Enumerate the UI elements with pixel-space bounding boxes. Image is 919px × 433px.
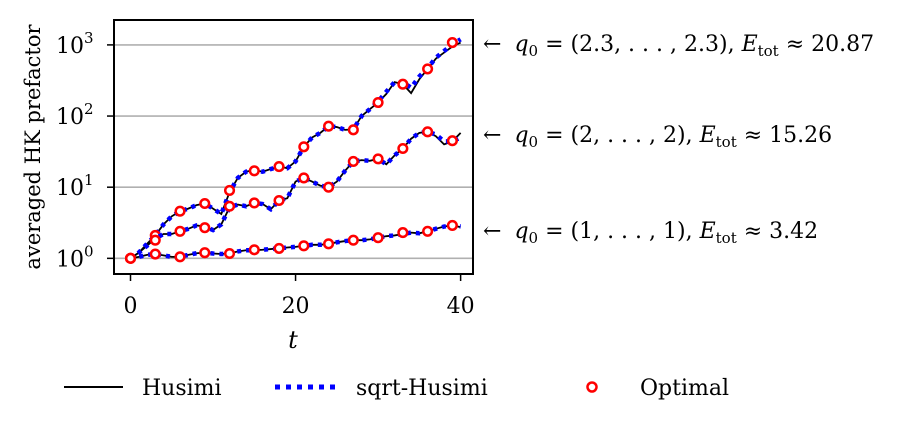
gridlines xyxy=(114,44,473,260)
optimal-point xyxy=(298,240,310,252)
optimal-point xyxy=(347,234,359,246)
optimal-point xyxy=(372,153,384,165)
series-layer xyxy=(124,36,462,264)
optimal-point xyxy=(397,142,409,155)
annotations: ← q0 = (2.3, . . . , 2.3), Etot ≈ 20.87 … xyxy=(483,32,874,247)
optimal-point xyxy=(323,120,335,132)
optimal-point xyxy=(372,96,384,109)
sqrt-husimi-line xyxy=(130,223,461,261)
optimal-point xyxy=(223,184,236,197)
x-tick-label: 0 xyxy=(124,294,138,319)
curve-group-1 xyxy=(124,126,462,264)
optimal-point xyxy=(124,252,137,264)
optimal-point xyxy=(174,205,186,217)
optimal-point xyxy=(174,225,186,237)
optimal-point xyxy=(323,181,335,193)
optimal-point xyxy=(273,161,285,173)
optimal-point xyxy=(298,141,310,153)
optimal-point xyxy=(199,222,211,234)
y-tick-label: 102 xyxy=(56,100,94,130)
y-tick-label: 101 xyxy=(56,171,94,201)
annotation-arrow: ← xyxy=(483,123,501,148)
optimal-point xyxy=(397,78,409,90)
optimal-point xyxy=(422,225,434,237)
optimal-point xyxy=(422,63,434,75)
optimal-point xyxy=(372,232,384,244)
optimal-point xyxy=(446,135,458,147)
x-tick-label: 20 xyxy=(282,294,310,319)
annotation-low-energy: ← q0 = (1, . . . , 1), Etot ≈ 3.42 xyxy=(483,219,818,247)
optimal-point xyxy=(248,197,260,209)
legend-sqrt-husimi-label: sqrt-Husimi xyxy=(356,376,488,401)
optimal-point xyxy=(223,200,236,212)
husimi-line xyxy=(130,130,462,260)
curve-group-0 xyxy=(124,36,462,264)
optimal-point xyxy=(323,238,335,250)
annotation-arrow: ← xyxy=(483,32,501,57)
optimal-point xyxy=(174,251,186,263)
sqrt-husimi-line xyxy=(129,129,462,261)
legend-optimal-marker xyxy=(586,381,598,393)
optimal-point xyxy=(149,248,161,260)
curve-group-2 xyxy=(124,219,461,264)
annotation-high-energy: ← q0 = (2.3, . . . , 2.3), Etot ≈ 20.87 xyxy=(483,32,874,60)
optimal-point xyxy=(248,165,260,177)
x-axis-label: t xyxy=(288,326,298,354)
sqrt-husimi-line xyxy=(129,37,462,261)
optimal-point xyxy=(298,172,310,184)
optimal-point xyxy=(199,197,211,210)
optimal-point xyxy=(273,242,285,254)
optimal-point xyxy=(248,244,260,256)
y-axis-label: averaged HK prefactor xyxy=(21,23,45,269)
legend-husimi-label: Husimi xyxy=(142,376,222,401)
legend: Husimi sqrt-Husimi Optimal xyxy=(64,376,729,401)
axis-ticks: 0 20 40 100 101 102 103 xyxy=(56,29,475,319)
annotation-mid-energy: ← q0 = (2, . . . , 2), Etot ≈ 15.26 xyxy=(483,123,832,151)
x-tick-label: 40 xyxy=(447,294,475,319)
optimal-point xyxy=(446,36,458,49)
optimal-point xyxy=(446,219,458,231)
legend-optimal-label: Optimal xyxy=(640,376,729,401)
plot-frame xyxy=(113,19,474,275)
optimal-point xyxy=(199,247,211,259)
y-tick-label: 103 xyxy=(56,29,94,59)
y-tick-label: 100 xyxy=(56,242,94,272)
optimal-point xyxy=(347,155,359,168)
annotation-arrow: ← xyxy=(483,219,501,244)
optimal-point xyxy=(273,194,285,207)
optimal-point xyxy=(347,124,359,136)
optimal-point xyxy=(223,247,236,260)
optimal-point xyxy=(422,126,434,138)
optimal-point xyxy=(149,234,161,246)
optimal-point xyxy=(397,227,409,239)
